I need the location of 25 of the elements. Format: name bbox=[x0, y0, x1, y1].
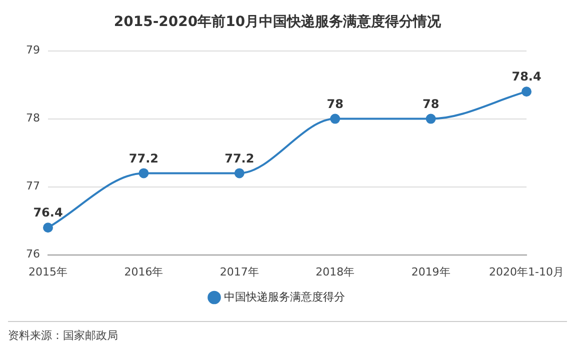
data-label: 78.4 bbox=[512, 70, 542, 84]
x-tick-label: 2018年 bbox=[316, 265, 355, 278]
legend-label: 中国快递服务满意度得分 bbox=[224, 290, 345, 304]
data-label: 78 bbox=[422, 96, 440, 111]
y-tick-label: 76 bbox=[26, 248, 40, 261]
point bbox=[42, 222, 53, 233]
x-tick-label: 2015年 bbox=[28, 265, 68, 278]
data-label: 78 bbox=[326, 96, 344, 111]
y-tick-label: 77 bbox=[26, 180, 40, 193]
point bbox=[234, 168, 244, 178]
point bbox=[330, 114, 340, 124]
y-tick-label: 79 bbox=[26, 44, 40, 57]
x-tick-label: 2017年 bbox=[220, 265, 259, 278]
x-tick-label: 2020年1-10月 bbox=[489, 265, 564, 278]
data-label: 77.2 bbox=[224, 151, 254, 166]
point bbox=[522, 86, 532, 97]
text: 资料来源：国家邮政局 bbox=[8, 321, 567, 343]
chart-title: 2015-2020年前10月中国快递服务满意度得分情况 bbox=[114, 13, 442, 30]
point bbox=[138, 168, 149, 178]
y-tick-label: 78 bbox=[26, 112, 40, 125]
data-label: 76.4 bbox=[33, 206, 63, 220]
data-label: 77.2 bbox=[128, 151, 159, 166]
x-tick-label: 2019年 bbox=[411, 265, 450, 278]
point bbox=[426, 114, 436, 124]
x-tick-label: 2016年 bbox=[124, 265, 164, 278]
